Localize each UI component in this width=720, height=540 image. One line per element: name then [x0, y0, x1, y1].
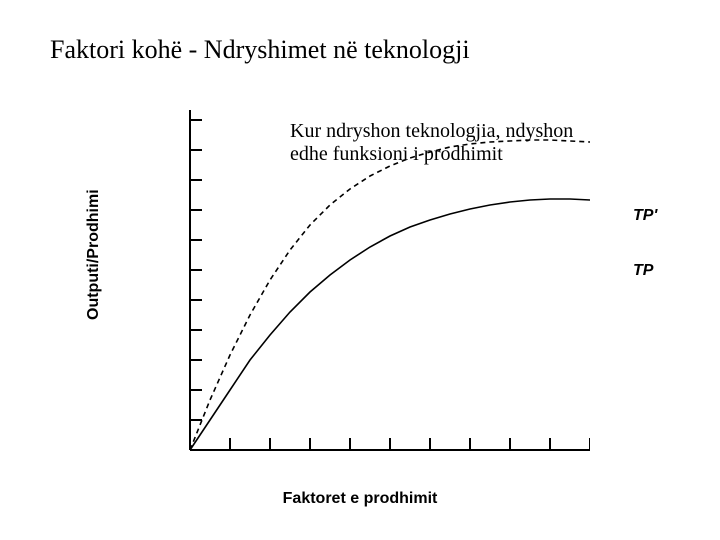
y-axis-label: Outputi/Prodhimi: [85, 189, 103, 320]
x-axis-label: Faktoret e prodhimit: [0, 490, 720, 508]
series-label-tp-prime: TP': [633, 207, 657, 225]
chart-annotation: Kur ndryshon teknologjia, ndyshon edhe f…: [290, 120, 573, 166]
page-title: Faktori kohë - Ndryshimet në teknologji: [50, 35, 470, 65]
series-label-tp: TP: [633, 262, 653, 280]
slide: Faktori kohë - Ndryshimet në teknologji …: [0, 0, 720, 540]
annotation-line-1: Kur ndryshon teknologjia, ndyshon: [290, 120, 573, 142]
annotation-line-2: edhe funksioni i prodhimit: [290, 143, 503, 165]
